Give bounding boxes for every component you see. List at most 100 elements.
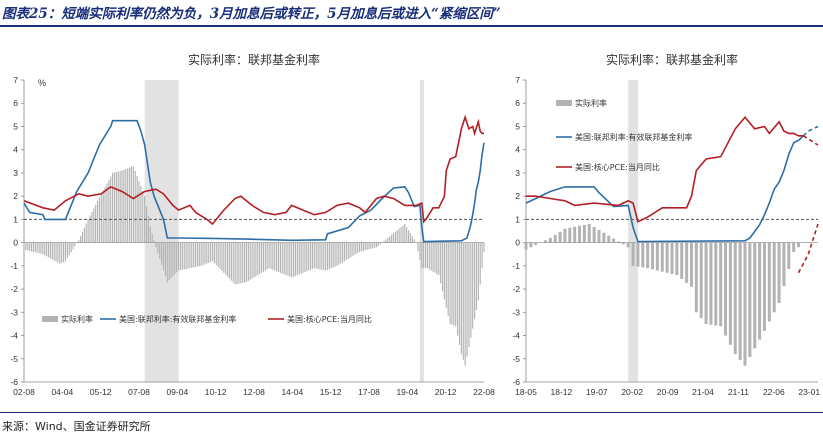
- bottom-rule: [0, 412, 823, 413]
- real-rate-bar: [368, 242, 370, 250]
- real-rate-bar: [464, 242, 466, 366]
- real-rate-bar: [227, 242, 229, 277]
- y-tick-label: 7: [515, 75, 520, 85]
- real-rate-bar: [95, 204, 97, 243]
- real-rate-bar: [259, 242, 261, 274]
- real-rate-bar: [394, 231, 396, 243]
- real-rate-bar: [338, 242, 340, 265]
- real-rate-bar: [332, 242, 334, 268]
- real-rate-bar: [87, 219, 89, 243]
- real-rate-bar: [404, 224, 406, 243]
- real-rate-bar: [193, 242, 195, 268]
- real-rate-bar: [483, 242, 485, 252]
- real-rate-bar: [349, 242, 351, 258]
- x-tick-label: 12-08: [243, 387, 265, 397]
- x-tick-label: 05-12: [90, 387, 112, 397]
- real-rate-bar: [340, 242, 342, 264]
- real-rate-bar: [196, 242, 199, 267]
- real-rate-bar: [210, 242, 212, 262]
- real-rate-bar: [408, 230, 410, 243]
- real-rate-bar: [79, 236, 82, 243]
- real-rate-bar: [458, 242, 461, 345]
- chart-1: 实际利率：联邦基金利率 7 6 5 4 3 2 1 0 -1 -2 -3 -4 -5 -618-05 18-1…: [512, 52, 820, 397]
- real-rate-bar: [159, 242, 161, 259]
- real-rate-bar: [636, 242, 640, 267]
- real-rate-bar: [470, 242, 472, 338]
- x-tick-label: 19-07: [586, 387, 608, 397]
- real-rate-bar: [168, 242, 170, 281]
- real-rate-bar: [23, 242, 25, 250]
- real-rate-bar: [187, 242, 189, 269]
- real-rate-bar: [460, 242, 462, 355]
- real-rate-bar: [42, 242, 44, 255]
- real-rate-bar: [106, 183, 108, 243]
- real-rate-bar: [238, 242, 240, 284]
- x-tick-label: 22-08: [473, 387, 495, 397]
- real-rate-bar: [797, 242, 801, 248]
- real-rate-bar: [417, 242, 419, 252]
- real-rate-bar: [228, 242, 231, 279]
- real-rate-bar: [128, 167, 131, 243]
- core-pce-line-forecast: [802, 135, 819, 146]
- real-rate-bar: [115, 171, 117, 243]
- real-rate-bar: [260, 242, 263, 273]
- real-rate-bar: [655, 242, 659, 271]
- real-rate-bar: [108, 179, 110, 243]
- real-rate-bar: [268, 242, 270, 269]
- y-tick-label: 3: [515, 168, 520, 178]
- y-tick-label: -5: [512, 354, 520, 364]
- real-rate-bar: [343, 242, 346, 262]
- real-rate-bar: [704, 242, 708, 324]
- real-rate-bar: [121, 170, 123, 243]
- real-rate-bar: [38, 242, 40, 254]
- real-rate-bar: [396, 230, 398, 243]
- real-rate-bar: [134, 170, 136, 243]
- real-rate-bar: [534, 242, 538, 245]
- real-rate-bar: [166, 242, 168, 283]
- real-rate-bar: [179, 242, 182, 271]
- real-rate-bar: [453, 242, 455, 326]
- real-rate-bar: [311, 242, 314, 269]
- x-tick-label: 17-08: [358, 387, 380, 397]
- real-rate-bar: [582, 224, 586, 243]
- real-rate-bar: [136, 176, 138, 243]
- real-rate-bar: [315, 242, 317, 269]
- chart-title: 实际利率：联邦基金利率: [606, 52, 738, 67]
- real-rate-bar: [142, 191, 144, 243]
- real-rate-bar: [472, 242, 474, 329]
- real-rate-bar: [402, 225, 404, 243]
- x-tick-label: 18-05: [515, 387, 537, 397]
- real-rate-bar: [438, 242, 440, 276]
- y-tick-label: 6: [13, 98, 18, 108]
- real-rate-bar: [293, 242, 295, 277]
- x-tick-label: 18-12: [551, 387, 573, 397]
- real-rate-bar: [264, 242, 266, 271]
- real-rate-bar: [208, 242, 210, 263]
- y-tick-label: 0: [13, 238, 18, 248]
- real-rate-bar: [149, 226, 151, 243]
- y-tick-label: -2: [512, 284, 520, 294]
- real-rate-bar: [675, 242, 679, 276]
- real-rate-bar: [733, 242, 737, 355]
- real-rate-bar: [213, 242, 215, 264]
- real-rate-bar: [389, 236, 391, 243]
- x-tick-label: 04-04: [51, 387, 73, 397]
- real-rate-bar: [424, 242, 427, 269]
- real-rate-bar: [330, 242, 332, 269]
- real-rate-bar: [377, 242, 380, 246]
- real-rate-bar: [130, 166, 133, 243]
- shaded-period: [628, 80, 638, 382]
- y-tick-label: -5: [10, 354, 18, 364]
- real-rate-bar: [743, 242, 747, 366]
- legend-swatch-real-rate: [42, 316, 58, 322]
- real-rate-bar: [110, 176, 112, 243]
- real-rate-bar: [694, 242, 698, 313]
- real-rate-bar: [457, 242, 459, 336]
- real-rate-bar: [782, 242, 786, 286]
- real-rate-bar: [447, 242, 449, 316]
- real-rate-bar: [155, 242, 157, 248]
- real-rate-bar: [74, 242, 76, 247]
- real-rate-bar: [25, 242, 27, 251]
- y-tick-label: -6: [10, 377, 18, 387]
- x-tick-label: 21-04: [692, 387, 714, 397]
